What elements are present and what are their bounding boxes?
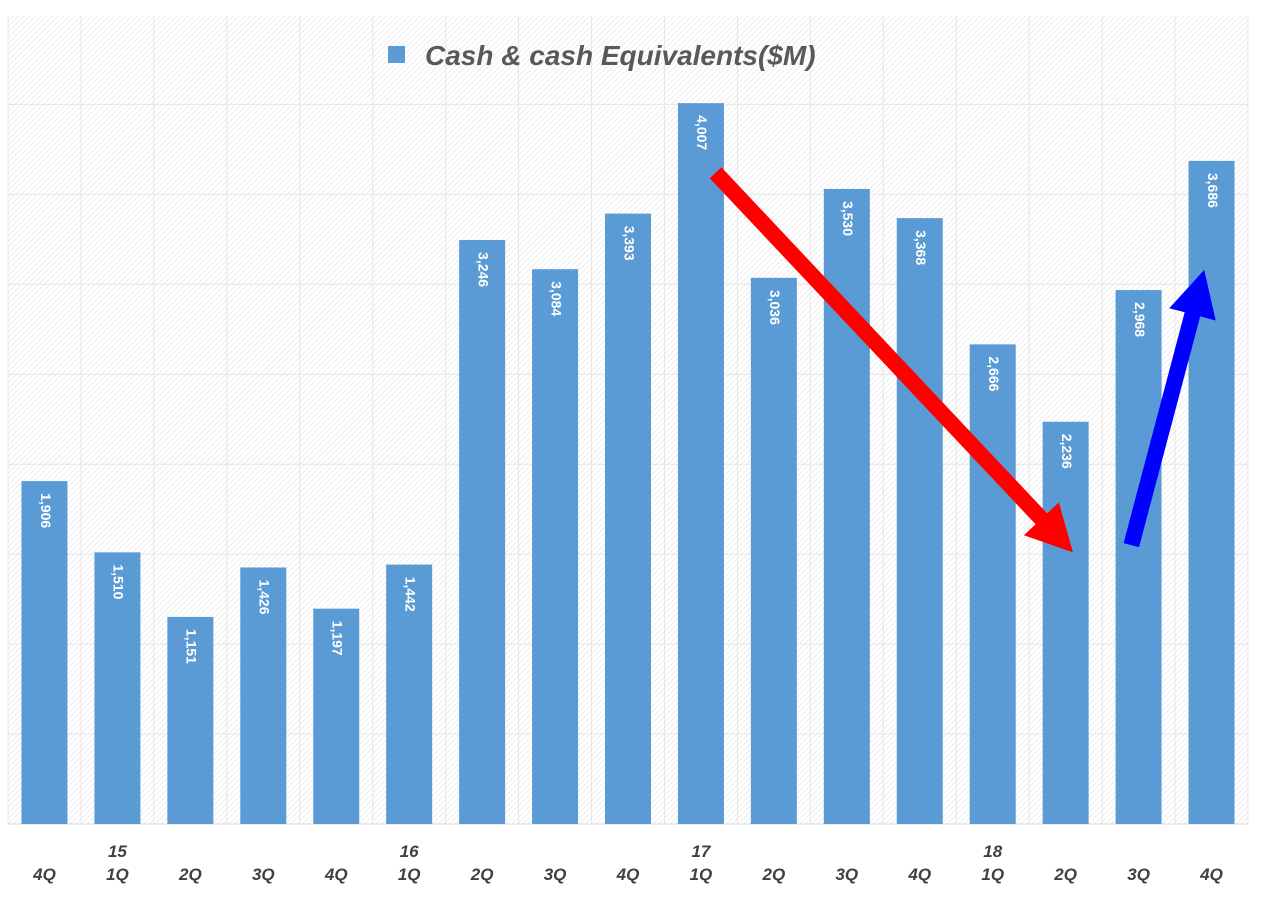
bar bbox=[21, 481, 68, 824]
data-label: 1,442 bbox=[402, 577, 418, 612]
x-year-label: 15 bbox=[108, 842, 127, 861]
down-arrow bbox=[709, 167, 1073, 553]
x-tick-label: 4Q bbox=[616, 865, 640, 884]
x-tick-label: 1Q bbox=[690, 865, 713, 884]
data-label: 3,530 bbox=[840, 201, 856, 236]
x-tick-label: 2Q bbox=[178, 865, 202, 884]
data-label: 2,968 bbox=[1132, 302, 1148, 337]
x-year-label: 18 bbox=[983, 842, 1002, 861]
x-tick-label: 3Q bbox=[1127, 865, 1150, 884]
bar bbox=[677, 103, 724, 825]
data-label: 3,393 bbox=[621, 226, 637, 261]
bars bbox=[21, 103, 1235, 825]
x-tick-label: 3Q bbox=[544, 865, 567, 884]
x-tick-label: 4Q bbox=[907, 865, 931, 884]
x-tick-label: 2Q bbox=[762, 865, 786, 884]
x-tick-label: 1Q bbox=[106, 865, 129, 884]
x-tick-label: 4Q bbox=[32, 865, 56, 884]
bar bbox=[313, 608, 360, 824]
legend: Cash & cash Equivalents($M) bbox=[388, 40, 816, 71]
up-arrow bbox=[1123, 269, 1216, 548]
bar bbox=[532, 269, 579, 825]
bar bbox=[167, 616, 214, 824]
bar bbox=[605, 213, 651, 824]
chart-title: Cash & cash Equivalents($M) bbox=[425, 40, 816, 71]
data-label: 3,036 bbox=[767, 290, 783, 325]
data-label: 1,510 bbox=[111, 564, 127, 599]
data-label: 1,151 bbox=[184, 629, 200, 664]
x-year-label: 17 bbox=[691, 842, 711, 861]
data-label: 2,666 bbox=[986, 356, 1002, 391]
bar bbox=[1042, 421, 1089, 824]
x-axis-labels: 4Q 1Q 15 2Q 3Q 4Q 1Q 16 2Q 3Q 4Q 1Q 17 2Q 3Q 4Q 1Q 18 2Q 3Q… bbox=[32, 842, 1223, 884]
data-label: 3,246 bbox=[475, 252, 491, 287]
x-tick-label: 2Q bbox=[1053, 865, 1077, 884]
bar bbox=[1115, 290, 1162, 825]
data-label: 3,368 bbox=[913, 230, 929, 265]
data-label: 1,906 bbox=[38, 493, 54, 528]
bar bbox=[386, 564, 433, 824]
bar bbox=[969, 344, 1016, 824]
x-tick-label: 4Q bbox=[1199, 865, 1223, 884]
data-labels: 1,906 1,510 1,151 1,426 1,197 1,442 3,246 3,084… bbox=[38, 115, 1221, 664]
data-label: 1,426 bbox=[257, 579, 273, 614]
x-tick-label: 2Q bbox=[470, 865, 494, 884]
bar bbox=[750, 277, 797, 824]
x-tick-label: 1Q bbox=[981, 865, 1004, 884]
data-label: 3,084 bbox=[548, 281, 564, 316]
data-label: 3,686 bbox=[1205, 173, 1221, 208]
annotation-arrows bbox=[709, 167, 1216, 553]
bar bbox=[1188, 160, 1235, 824]
x-tick-label: 3Q bbox=[835, 865, 858, 884]
bar bbox=[459, 240, 506, 824]
data-label: 4,007 bbox=[694, 115, 710, 150]
x-year-label: 16 bbox=[400, 842, 419, 861]
bar bbox=[896, 218, 943, 824]
x-tick-label: 4Q bbox=[324, 865, 348, 884]
x-tick-label: 3Q bbox=[252, 865, 275, 884]
bar bbox=[240, 567, 287, 824]
legend-swatch bbox=[388, 46, 405, 63]
bar bbox=[94, 552, 141, 824]
x-tick-label: 1Q bbox=[398, 865, 421, 884]
data-label: 1,197 bbox=[330, 621, 346, 656]
data-label: 2,236 bbox=[1059, 434, 1075, 469]
